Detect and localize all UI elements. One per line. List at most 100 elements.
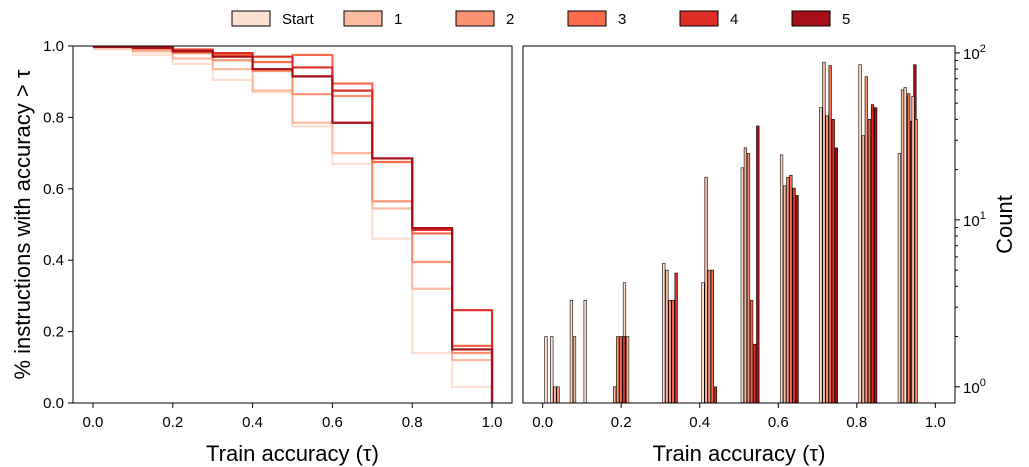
bar-2 [786, 176, 790, 404]
bar-4 [674, 272, 678, 404]
y-tick-label: 102 [963, 43, 986, 63]
bar-start [569, 299, 574, 404]
legend-label: Start [282, 11, 315, 28]
bar-1 [704, 176, 708, 404]
legend-swatch-1 [343, 10, 383, 27]
bar-4 [792, 187, 796, 404]
y-tick-label: 0.2 [43, 324, 64, 341]
bar-start [897, 153, 901, 404]
left-step-chart: 0.0 0.2 0.4 0.6 0.8 1.0 0.0 0.2 0.4 0.6 0.8 1.0 Tr… [10, 38, 513, 466]
bar-1 [900, 89, 905, 404]
bar-1 [553, 386, 557, 404]
bar-1 [665, 269, 669, 404]
x-tick-label: 0.6 [768, 414, 789, 431]
legend-swatch-5 [791, 10, 831, 27]
bar-5 [756, 125, 760, 404]
bar-2 [707, 269, 711, 404]
bar-start [662, 262, 666, 404]
bar-3 [671, 299, 675, 404]
left-y-axis-ticks: 0.0 0.2 0.4 0.6 0.8 1.0 [43, 38, 73, 412]
legend-swatch-3 [567, 10, 607, 27]
bar-4 [831, 119, 835, 404]
left-x-axis-label: Train accuracy (τ) [206, 441, 379, 466]
x-tick-label: 1.0 [925, 414, 946, 431]
bar-2 [668, 299, 672, 404]
bar-1 [625, 336, 630, 404]
bar-start [858, 64, 862, 404]
bar-4 [622, 336, 626, 404]
legend-swatch-start [231, 10, 271, 27]
bar-3 [789, 174, 793, 404]
bar-5 [874, 107, 878, 404]
bar-1 [783, 185, 787, 404]
left-plot-frame [72, 45, 513, 404]
bar-2 [556, 386, 560, 404]
step-lines [92, 45, 494, 403]
step-line-1 [92, 46, 494, 403]
bar-start [740, 167, 744, 404]
legend: Start 1 2 3 4 5 [231, 10, 850, 28]
y-tick-label: 0.8 [43, 109, 64, 126]
x-tick-label: 0.8 [402, 414, 423, 431]
x-tick-label: 0.0 [532, 414, 553, 431]
legend-swatch-4 [679, 10, 719, 27]
bar-1 [861, 135, 865, 404]
left-x-axis-ticks: 0.0 0.2 0.4 0.6 0.8 1.0 [83, 403, 503, 431]
histogram-bars [544, 61, 918, 404]
bar-start [903, 87, 907, 404]
bar-3 [619, 336, 623, 404]
bar-start [550, 336, 554, 404]
bar-1 [572, 336, 577, 404]
right-histogram-chart: 0.0 0.2 0.4 0.6 0.8 1.0 100 101 102 Train accur… [522, 43, 1017, 466]
legend-label: 3 [618, 11, 626, 28]
y-tick-label: 1.0 [43, 38, 64, 55]
y-tick-label: 0.4 [43, 252, 64, 269]
right-x-axis-label: Train accuracy (τ) [653, 441, 826, 466]
bar-3 [710, 269, 714, 404]
bar-1 [743, 147, 747, 404]
x-tick-label: 0.4 [689, 414, 710, 431]
bar-2 [616, 336, 620, 404]
bar-start [779, 154, 784, 404]
x-tick-label: 0.0 [83, 414, 104, 431]
bar-5 [834, 147, 838, 404]
bar-5 [795, 195, 799, 404]
y-tick-label: 101 [963, 210, 986, 230]
legend-label: 4 [730, 11, 738, 28]
bar-4 [870, 104, 875, 404]
legend-swatch-2 [455, 10, 495, 27]
bar-start [544, 336, 548, 404]
bar-4 [753, 343, 757, 404]
bar-3 [749, 299, 754, 404]
bar-1 [613, 386, 617, 404]
y-tick-label: 0.0 [43, 395, 64, 412]
legend-label: 2 [506, 11, 514, 28]
x-tick-label: 0.2 [611, 414, 632, 431]
x-tick-label: 0.6 [322, 414, 343, 431]
legend-label: 5 [842, 11, 850, 28]
x-tick-label: 1.0 [482, 414, 503, 431]
bar-1 [822, 61, 826, 404]
bar-2 [864, 76, 868, 404]
bar-3 [907, 93, 911, 404]
right-plot-frame [522, 45, 956, 404]
y-tick-label: 0.6 [43, 181, 64, 198]
bar-2 [746, 153, 751, 404]
legend-label: 1 [394, 11, 402, 28]
right-y-axis-label: Count [992, 195, 1017, 254]
bar-2 [825, 115, 829, 404]
bar-start [701, 282, 705, 404]
step-line-5 [92, 45, 494, 403]
bar-3 [867, 119, 872, 404]
bar-start [583, 299, 587, 404]
bar-3 [828, 65, 832, 404]
right-y-axis-ticks: 100 101 102 [955, 43, 986, 397]
bar-1 [911, 95, 915, 404]
bar-2 [914, 119, 918, 404]
left-y-axis-label: % instructions with accuracy > τ [10, 69, 35, 379]
right-x-axis-ticks: 0.0 0.2 0.4 0.6 0.8 1.0 [532, 403, 946, 431]
x-tick-label: 0.2 [162, 414, 183, 431]
bar-start [819, 107, 823, 404]
x-tick-label: 0.8 [846, 414, 867, 431]
